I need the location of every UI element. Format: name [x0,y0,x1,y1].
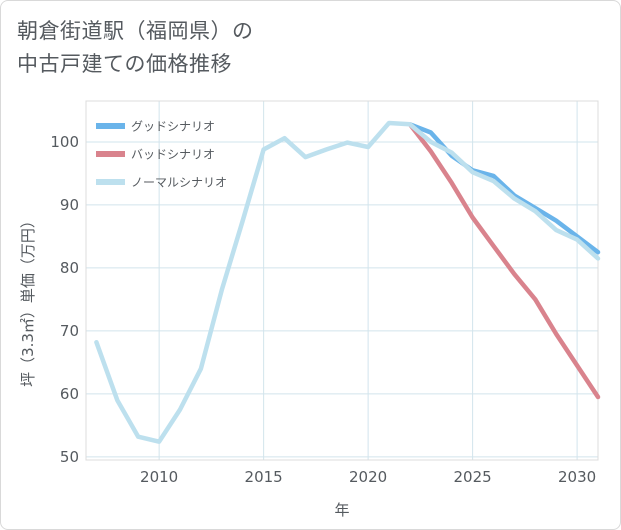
y-tick-label: 70 [60,322,79,340]
legend-label-1: バッドシナリオ [131,148,215,162]
series-line-1 [407,122,601,400]
chart-title-line-2: 中古戸建ての価格推移 [17,52,232,76]
y-tick-label: 80 [60,259,79,277]
x-tick-label: 2010 [140,468,178,486]
y-tick-label: 50 [60,448,79,466]
y-axis-label: 坪（3.3㎡）単価（万円） [19,213,37,387]
series-line-2 [94,120,601,444]
y-tick-label: 100 [50,133,79,151]
legend-label-2: ノーマルシナリオ [131,176,227,190]
chart-title-line-1: 朝倉街道駅（福岡県）の [17,19,254,43]
series-layer [94,120,601,444]
x-tick-label: 2025 [454,468,492,486]
x-tick-label: 2015 [245,468,283,486]
grid [86,101,598,460]
x-tick-label: 2030 [558,468,596,486]
series-line-0 [407,122,601,255]
y-tick-label: 60 [60,385,79,403]
tick-labels: 2010 2015 2020 2025 2030 50 60 70 80 90 100 [50,133,596,486]
legend-label-0: グッドシナリオ [131,120,215,134]
y-tick-label: 90 [60,196,79,214]
x-tick-label: 2020 [349,468,387,486]
x-axis-label: 年 [334,501,349,519]
plot-area-border [85,100,599,461]
chart-title: 朝倉街道駅（福岡県）の 中古戸建ての価格推移 [17,15,254,81]
